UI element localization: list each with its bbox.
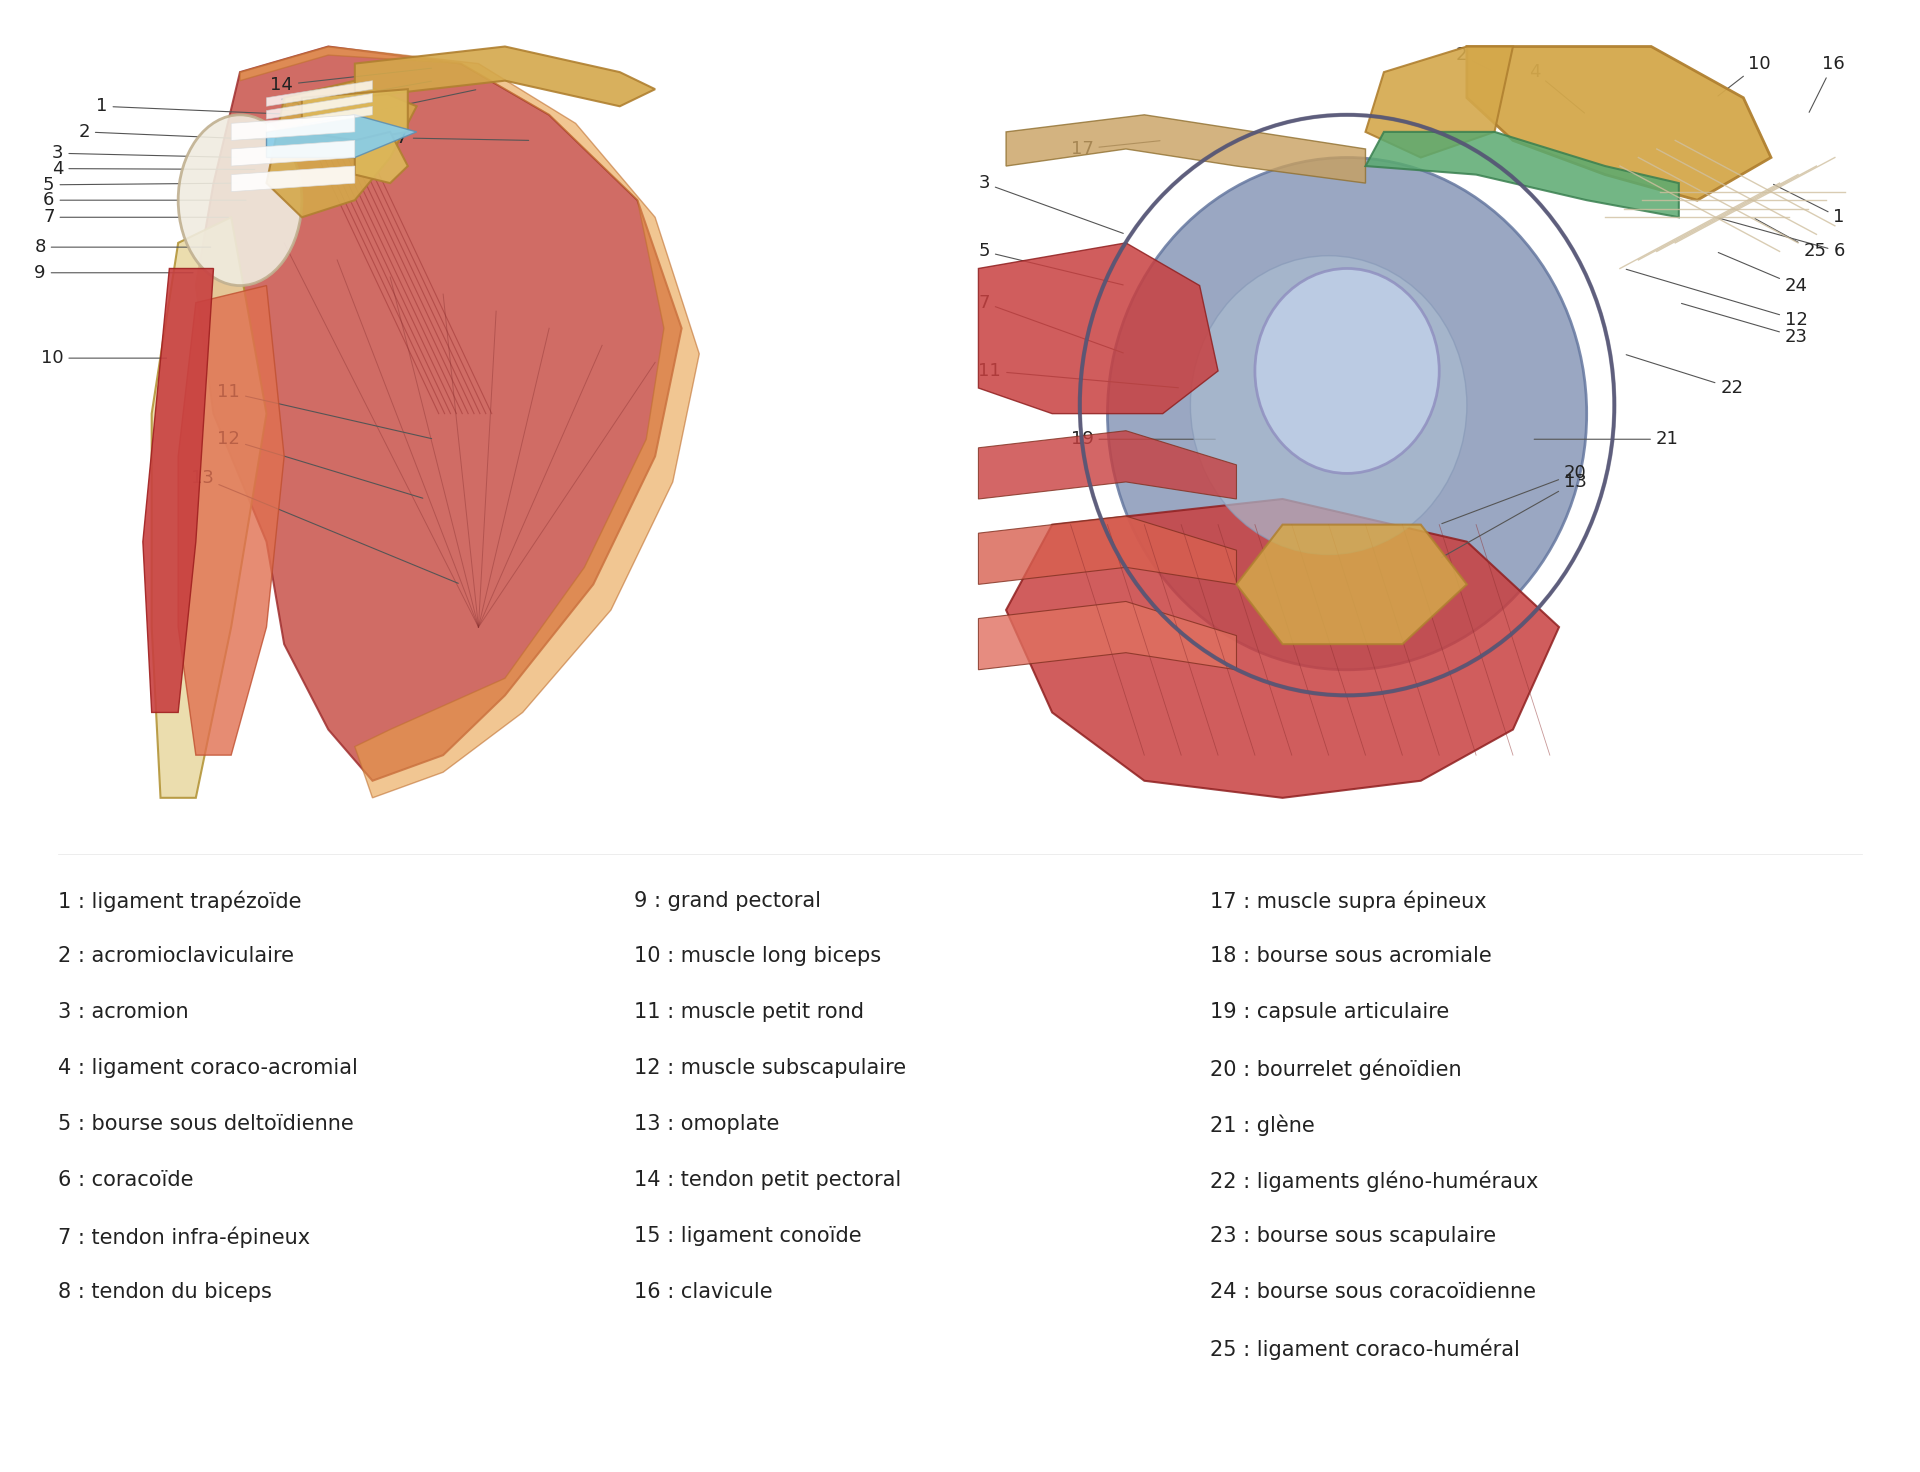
Text: 7: 7 (979, 293, 1123, 353)
Text: 14 : tendon petit pectoral: 14 : tendon petit pectoral (634, 1170, 900, 1191)
Text: 17: 17 (384, 130, 528, 147)
Polygon shape (1236, 524, 1467, 645)
Polygon shape (1006, 115, 1365, 183)
Polygon shape (267, 81, 372, 106)
Text: 3: 3 (52, 144, 238, 162)
Text: 8: 8 (35, 238, 211, 256)
Text: 7 : tendon infra-épineux: 7 : tendon infra-épineux (58, 1226, 309, 1248)
Text: 6 : coracoïde: 6 : coracoïde (58, 1170, 194, 1191)
Polygon shape (267, 106, 372, 132)
Text: 12: 12 (217, 430, 422, 498)
Polygon shape (355, 47, 655, 106)
Polygon shape (301, 90, 407, 140)
Text: 20 : bourrelet génoïdien: 20 : bourrelet génoïdien (1210, 1058, 1461, 1080)
Text: 7: 7 (42, 208, 228, 227)
Text: 4: 4 (52, 159, 255, 178)
Ellipse shape (1256, 268, 1440, 474)
Text: 17 : muscle supra épineux: 17 : muscle supra épineux (1210, 891, 1486, 913)
Text: 13: 13 (190, 468, 459, 583)
Text: 8 : tendon du biceps: 8 : tendon du biceps (58, 1282, 271, 1303)
Text: 15 : ligament conoïde: 15 : ligament conoïde (634, 1226, 862, 1247)
Text: 2: 2 (1455, 46, 1492, 71)
Polygon shape (230, 166, 355, 191)
Text: 21: 21 (1534, 430, 1678, 449)
Polygon shape (267, 81, 417, 218)
Text: 6: 6 (1718, 218, 1845, 261)
Polygon shape (240, 47, 699, 798)
Text: 4: 4 (1528, 63, 1584, 113)
Polygon shape (1365, 132, 1678, 218)
Text: 12: 12 (1626, 269, 1809, 328)
Text: 13: 13 (1442, 473, 1586, 558)
Text: 10: 10 (40, 349, 167, 367)
Text: 10 : muscle long biceps: 10 : muscle long biceps (634, 946, 881, 967)
Polygon shape (979, 517, 1236, 584)
Text: 5: 5 (42, 175, 238, 194)
Text: 11: 11 (217, 383, 432, 439)
Polygon shape (230, 115, 355, 140)
Text: 10: 10 (1718, 54, 1770, 96)
Text: 25: 25 (1755, 219, 1826, 261)
Text: 23: 23 (1682, 303, 1809, 346)
Polygon shape (152, 218, 267, 798)
Polygon shape (230, 140, 355, 166)
Text: 24: 24 (1718, 253, 1809, 294)
Text: 2: 2 (79, 122, 282, 141)
Text: 11 : muscle petit rond: 11 : muscle petit rond (634, 1002, 864, 1023)
Text: 5 : bourse sous deltoïdienne: 5 : bourse sous deltoïdienne (58, 1114, 353, 1135)
Text: 1: 1 (96, 97, 300, 115)
Text: 1 : ligament trapézoïde: 1 : ligament trapézoïde (58, 891, 301, 913)
Text: 12 : muscle subscapulaire: 12 : muscle subscapulaire (634, 1058, 906, 1079)
Text: 22 : ligaments gléno-huméraux: 22 : ligaments gléno-huméraux (1210, 1170, 1538, 1192)
Text: 16 : clavicule: 16 : clavicule (634, 1282, 772, 1303)
Text: 20: 20 (1442, 464, 1586, 524)
Text: 25 : ligament coraco-huméral: 25 : ligament coraco-huméral (1210, 1338, 1519, 1360)
Text: 4 : ligament coraco-acromial: 4 : ligament coraco-acromial (58, 1058, 357, 1079)
Ellipse shape (1190, 256, 1467, 555)
Text: 16: 16 (1809, 54, 1845, 112)
Text: 14: 14 (271, 68, 432, 94)
Text: 18 : bourse sous acromiale: 18 : bourse sous acromiale (1210, 946, 1492, 967)
Ellipse shape (1108, 158, 1586, 670)
Text: 11: 11 (979, 362, 1179, 387)
Polygon shape (979, 431, 1236, 499)
Polygon shape (979, 602, 1236, 670)
Text: 6: 6 (42, 191, 246, 209)
Polygon shape (355, 132, 407, 183)
Polygon shape (267, 94, 372, 119)
Text: 23 : bourse sous scapulaire: 23 : bourse sous scapulaire (1210, 1226, 1496, 1247)
Polygon shape (1365, 47, 1513, 158)
Text: 19 : capsule articulaire: 19 : capsule articulaire (1210, 1002, 1450, 1023)
Text: 2 : acromioclaviculaire: 2 : acromioclaviculaire (58, 946, 294, 967)
Ellipse shape (179, 115, 301, 286)
Text: 22: 22 (1626, 355, 1743, 397)
Text: 17: 17 (1071, 140, 1160, 158)
Polygon shape (196, 47, 682, 780)
Text: 24 : bourse sous coracoïdienne: 24 : bourse sous coracoïdienne (1210, 1282, 1536, 1303)
Polygon shape (267, 115, 417, 158)
Text: 3: 3 (979, 174, 1123, 234)
Text: 21 : glène: 21 : glène (1210, 1114, 1315, 1136)
Text: 13 : omoplate: 13 : omoplate (634, 1114, 780, 1135)
Polygon shape (1006, 499, 1559, 798)
Polygon shape (142, 268, 213, 712)
Text: 5: 5 (979, 243, 1123, 286)
Text: 3 : acromion: 3 : acromion (58, 1002, 188, 1023)
Text: 16: 16 (298, 90, 476, 134)
Text: 19: 19 (1071, 430, 1215, 449)
Text: 1: 1 (1774, 184, 1845, 227)
Polygon shape (1467, 47, 1770, 200)
Polygon shape (979, 243, 1217, 414)
Text: 9: 9 (35, 263, 194, 281)
Text: 9 : grand pectoral: 9 : grand pectoral (634, 891, 820, 911)
Polygon shape (179, 286, 284, 755)
Text: 15: 15 (278, 81, 432, 115)
